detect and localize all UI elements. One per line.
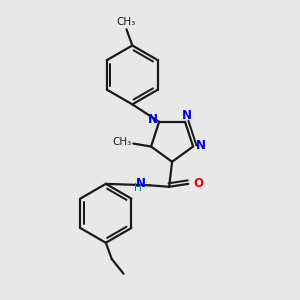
Text: CH₃: CH₃	[117, 17, 136, 27]
Text: H: H	[134, 183, 142, 193]
Text: N: N	[148, 113, 158, 126]
Text: O: O	[193, 177, 203, 190]
Text: N: N	[195, 139, 206, 152]
Text: N: N	[182, 109, 191, 122]
Text: CH₃: CH₃	[113, 137, 132, 147]
Text: N: N	[136, 177, 146, 190]
